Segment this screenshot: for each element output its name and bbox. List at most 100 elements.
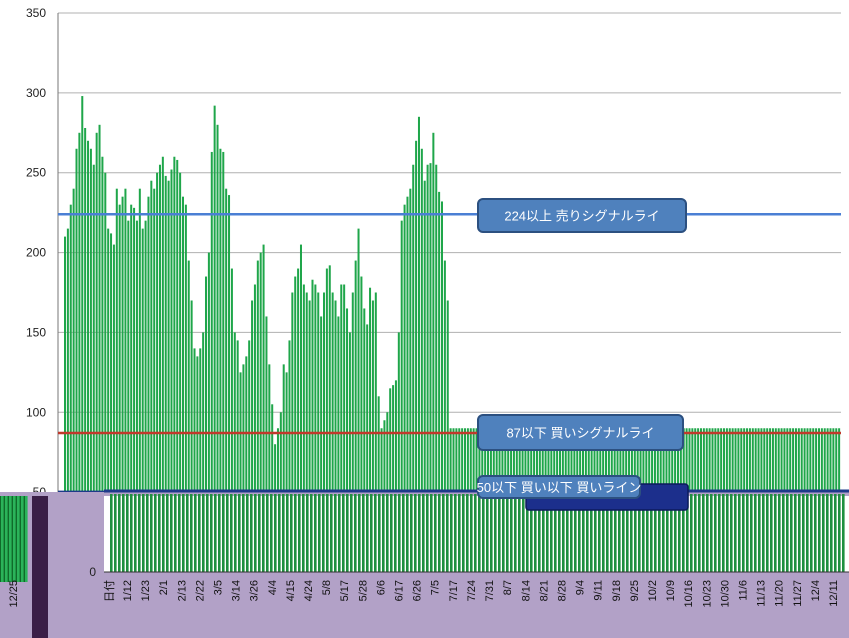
overlay-bar xyxy=(778,494,781,572)
overlay-bar xyxy=(182,494,185,572)
overlay-bar xyxy=(766,494,769,572)
bar xyxy=(236,340,239,572)
overlay-bar xyxy=(534,494,537,572)
overlay-bar xyxy=(114,494,117,572)
overlay-bar xyxy=(602,494,605,572)
bar xyxy=(205,276,208,572)
x-tick-label: 10/9 xyxy=(665,580,677,601)
overlay-bar xyxy=(686,494,689,572)
callout-box xyxy=(477,475,641,499)
overlay-bar xyxy=(698,494,701,572)
x-tick-label: 日付 xyxy=(103,580,116,602)
y-tick-label: 350 xyxy=(26,6,46,20)
overlay-bar xyxy=(386,494,389,572)
bar xyxy=(179,172,182,572)
x-tick-label: 2/1 xyxy=(158,580,170,595)
overlay-bar xyxy=(314,494,317,572)
overlay-bar xyxy=(786,494,789,572)
overlay-bar xyxy=(330,494,333,572)
overlay-bar xyxy=(462,494,465,572)
bar xyxy=(259,252,262,572)
bar xyxy=(150,180,153,572)
bar xyxy=(357,228,360,573)
overlay-bar xyxy=(142,494,145,572)
overlay-bar xyxy=(466,494,469,572)
bar xyxy=(202,332,205,572)
overlay-bar xyxy=(226,494,229,572)
overlay-bar xyxy=(682,494,685,572)
overlay-bar xyxy=(154,494,157,572)
bar xyxy=(354,260,357,572)
overlay-bar xyxy=(262,494,265,572)
overlay-bar xyxy=(246,494,249,572)
x-tick-label: 3/14 xyxy=(231,580,243,601)
overlay-bar xyxy=(490,494,493,572)
overlay-bar xyxy=(394,494,397,572)
bar xyxy=(239,372,242,572)
overlay-bar xyxy=(250,494,253,572)
overlay-bar xyxy=(586,494,589,572)
overlay-bar xyxy=(574,494,577,572)
bar xyxy=(415,140,418,572)
overlay-bar xyxy=(678,494,681,572)
bar xyxy=(325,268,328,572)
overlay-bar xyxy=(774,494,777,572)
overlay-bar xyxy=(198,494,201,572)
y-tick-label: 300 xyxy=(26,86,46,100)
x-tick-label: 4/15 xyxy=(285,580,297,601)
overlay-bar xyxy=(562,494,565,572)
overlay-bar xyxy=(326,494,329,572)
x-tick-label: 12/11 xyxy=(828,580,840,607)
overlay-bar xyxy=(242,494,245,572)
bar xyxy=(196,356,199,572)
overlay-bar xyxy=(430,494,433,572)
overlay-bar xyxy=(354,494,357,572)
overlay-bar xyxy=(438,494,441,572)
x-tick-label: 6/6 xyxy=(375,580,387,595)
x-tick-label: 8/28 xyxy=(557,580,569,601)
bar xyxy=(369,287,372,572)
overlay-bar xyxy=(606,494,609,572)
x-tick-label: 4/24 xyxy=(303,580,315,601)
overlay-bar xyxy=(374,494,377,572)
bar xyxy=(400,220,403,572)
x-tick-label: 3/26 xyxy=(249,580,261,601)
y-tick-label: 200 xyxy=(26,246,46,260)
overlay-bar xyxy=(298,494,301,572)
x-tick-label: 1/12 xyxy=(122,580,134,601)
overlay-bar xyxy=(642,494,645,572)
overlay-bar xyxy=(658,494,661,572)
overlay-bar xyxy=(822,494,825,572)
overlay-bar xyxy=(310,494,313,572)
overlay-bar xyxy=(306,494,309,572)
bar xyxy=(84,127,87,573)
overlay-bar xyxy=(690,494,693,572)
overlay-bar xyxy=(470,494,473,572)
overlay-bar xyxy=(810,494,813,572)
bar xyxy=(271,404,274,572)
overlay-bar xyxy=(794,494,797,572)
x-tick-label: 8/14 xyxy=(520,580,532,601)
x-tick-label: 2/22 xyxy=(194,580,206,601)
bar xyxy=(245,356,248,572)
bar xyxy=(297,268,300,572)
overlay-panel: 0 日付 1/12 1/23 2/1 2/13 2/22 3/5 3/14 3/26 4/4 4/1… xyxy=(0,489,849,638)
x-tick-label: 11/27 xyxy=(792,580,804,607)
bar xyxy=(403,204,406,572)
bar xyxy=(242,364,245,572)
overlay-bar xyxy=(422,494,425,572)
bar xyxy=(69,204,72,572)
overlay-bar xyxy=(274,494,277,572)
overlay-bar xyxy=(170,494,173,572)
x-tick-label: 8/7 xyxy=(502,580,514,595)
overlay-bar xyxy=(402,494,405,572)
bar xyxy=(207,252,210,572)
overlay-bar xyxy=(518,494,521,572)
overlay-bar xyxy=(566,494,569,572)
overlay-bar xyxy=(526,494,529,572)
x-tick-label: 5/28 xyxy=(357,580,369,601)
overlay-bar xyxy=(666,494,669,572)
bar xyxy=(199,348,202,572)
overlay-bar xyxy=(294,494,297,572)
